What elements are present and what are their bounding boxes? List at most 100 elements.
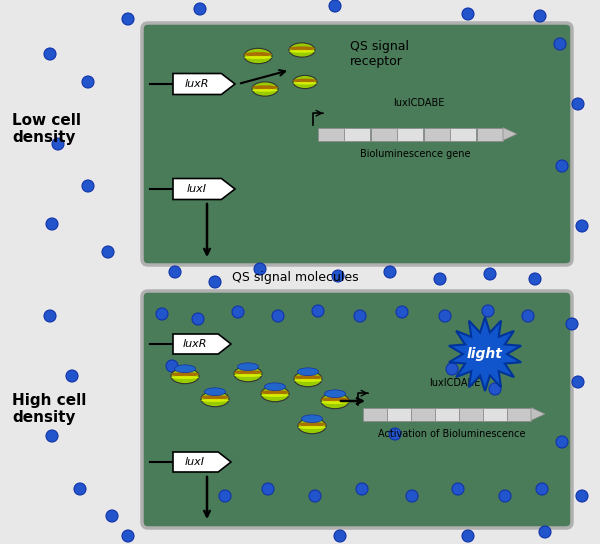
Circle shape: [272, 310, 284, 322]
Bar: [424, 127, 449, 140]
Bar: [459, 407, 482, 421]
Circle shape: [254, 263, 266, 275]
Text: light: light: [467, 347, 503, 361]
Circle shape: [262, 483, 274, 495]
Circle shape: [219, 490, 231, 502]
Ellipse shape: [201, 395, 229, 399]
Ellipse shape: [293, 79, 317, 83]
Circle shape: [332, 270, 344, 282]
Circle shape: [354, 310, 366, 322]
Ellipse shape: [171, 368, 199, 384]
Bar: [344, 127, 370, 140]
Ellipse shape: [244, 48, 272, 64]
Circle shape: [396, 306, 408, 318]
Ellipse shape: [298, 368, 319, 375]
Ellipse shape: [252, 89, 278, 92]
Circle shape: [462, 530, 474, 542]
Polygon shape: [173, 73, 235, 95]
Ellipse shape: [298, 418, 326, 434]
Circle shape: [406, 490, 418, 502]
Polygon shape: [503, 127, 517, 140]
Bar: [318, 127, 344, 140]
Bar: [387, 407, 410, 421]
Ellipse shape: [171, 372, 199, 376]
Text: luxI: luxI: [185, 457, 205, 467]
Polygon shape: [449, 317, 521, 391]
Circle shape: [389, 428, 401, 440]
Ellipse shape: [325, 390, 346, 398]
Bar: [476, 127, 503, 140]
Ellipse shape: [238, 363, 259, 370]
Ellipse shape: [201, 399, 229, 402]
FancyBboxPatch shape: [142, 23, 572, 265]
Circle shape: [556, 436, 568, 448]
Circle shape: [66, 370, 78, 382]
Circle shape: [522, 310, 534, 322]
Circle shape: [329, 0, 341, 12]
Circle shape: [566, 318, 578, 330]
Circle shape: [44, 310, 56, 322]
Ellipse shape: [265, 383, 286, 391]
Polygon shape: [173, 452, 231, 472]
Ellipse shape: [289, 46, 315, 51]
Circle shape: [434, 273, 446, 285]
Ellipse shape: [201, 391, 229, 407]
Ellipse shape: [234, 370, 262, 375]
Circle shape: [446, 363, 458, 375]
Text: QS signal molecules: QS signal molecules: [232, 271, 359, 285]
Ellipse shape: [321, 397, 349, 401]
Ellipse shape: [293, 76, 317, 89]
Text: Bioluminescence gene: Bioluminescence gene: [360, 149, 471, 159]
Text: Low cell
density: Low cell density: [12, 113, 81, 145]
Circle shape: [122, 13, 134, 25]
Circle shape: [309, 490, 321, 502]
Ellipse shape: [244, 52, 272, 57]
Ellipse shape: [234, 374, 262, 377]
Circle shape: [192, 313, 204, 325]
Circle shape: [209, 276, 221, 288]
Circle shape: [74, 483, 86, 495]
Circle shape: [82, 180, 94, 192]
Bar: [507, 407, 530, 421]
Polygon shape: [531, 407, 545, 421]
Ellipse shape: [321, 393, 349, 409]
Bar: [411, 407, 434, 421]
Circle shape: [482, 305, 494, 317]
Circle shape: [46, 430, 58, 442]
Ellipse shape: [289, 43, 315, 57]
Ellipse shape: [261, 394, 289, 397]
Circle shape: [572, 376, 584, 388]
Bar: [371, 127, 397, 140]
Text: luxI: luxI: [187, 184, 206, 194]
FancyBboxPatch shape: [142, 291, 572, 528]
Circle shape: [106, 510, 118, 522]
Circle shape: [194, 3, 206, 15]
Circle shape: [169, 266, 181, 278]
Text: luxR: luxR: [183, 339, 207, 349]
Circle shape: [82, 76, 94, 88]
Text: luxICDABE: luxICDABE: [430, 378, 481, 388]
Circle shape: [554, 38, 566, 50]
Circle shape: [462, 8, 474, 20]
Ellipse shape: [289, 50, 315, 53]
Ellipse shape: [234, 366, 262, 382]
Circle shape: [102, 246, 114, 258]
Circle shape: [439, 310, 451, 322]
Circle shape: [536, 483, 548, 495]
Circle shape: [356, 483, 368, 495]
Ellipse shape: [298, 422, 326, 426]
Ellipse shape: [244, 56, 272, 59]
Circle shape: [334, 530, 346, 542]
Circle shape: [576, 220, 588, 232]
Ellipse shape: [205, 388, 226, 395]
Circle shape: [232, 306, 244, 318]
Ellipse shape: [294, 372, 322, 387]
Text: Activation of Bioluminescence: Activation of Bioluminescence: [378, 429, 526, 439]
Circle shape: [576, 490, 588, 502]
Circle shape: [452, 483, 464, 495]
Text: High cell
density: High cell density: [12, 393, 86, 425]
Polygon shape: [173, 334, 231, 354]
Ellipse shape: [302, 415, 323, 423]
Ellipse shape: [252, 85, 278, 90]
Ellipse shape: [175, 365, 196, 373]
